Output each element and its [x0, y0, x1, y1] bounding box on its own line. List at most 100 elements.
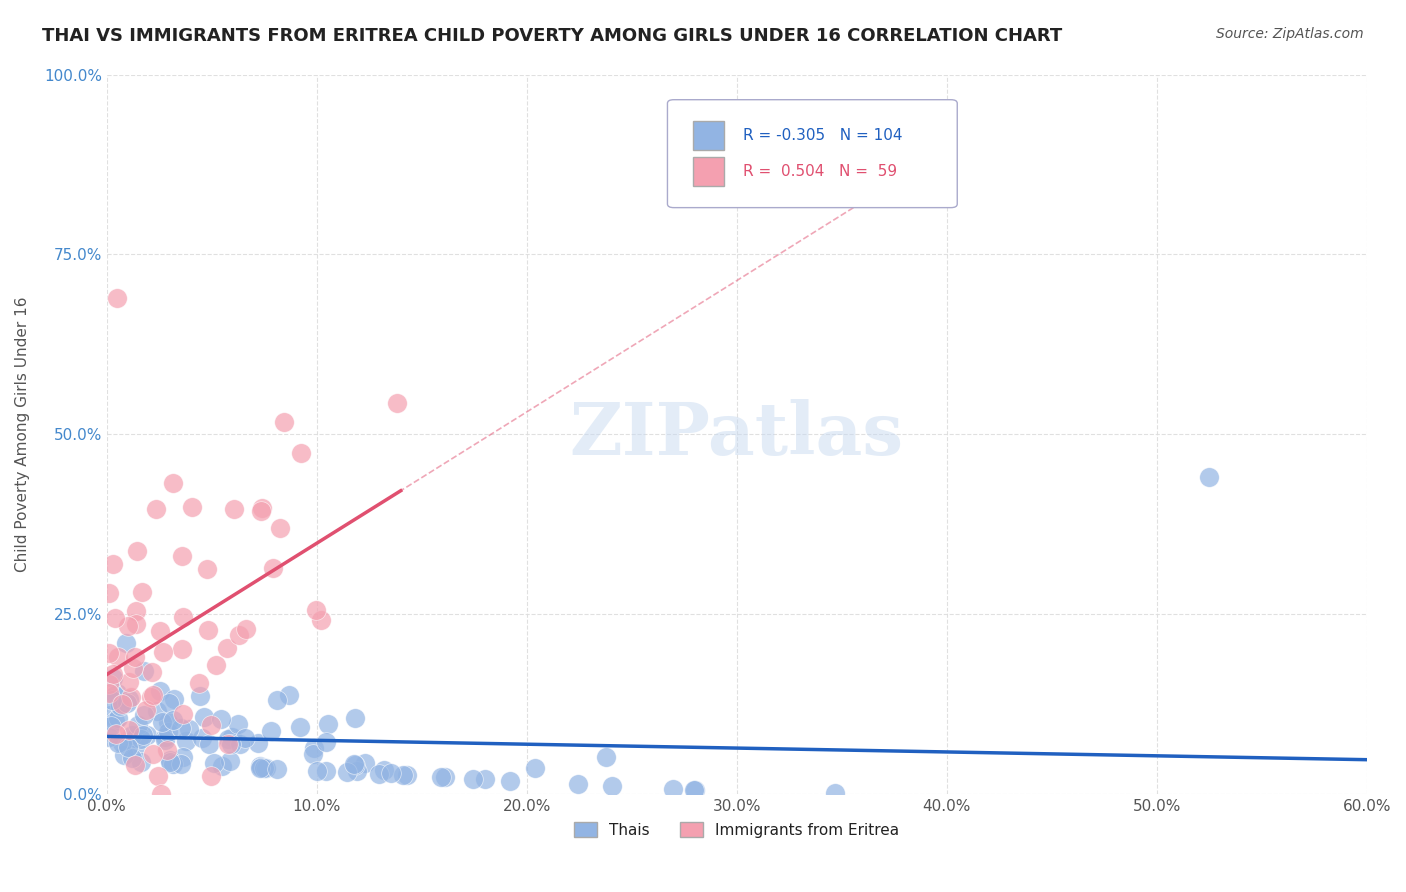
Point [107, 736, 129, 750]
Text: R = -0.305   N = 104: R = -0.305 N = 104 [742, 128, 903, 144]
Point [204, 657, 226, 672]
Point [97, 677, 120, 691]
Point [1198, 470, 1220, 484]
Point [172, 610, 194, 624]
Point [197, 623, 219, 637]
Point [117, 740, 139, 755]
Point [290, 720, 312, 734]
Point [132, 727, 155, 741]
Point [269, 521, 291, 535]
Point [157, 696, 180, 710]
Point [290, 446, 312, 460]
Point [499, 773, 522, 788]
Point [156, 715, 179, 730]
Point [190, 731, 212, 745]
Point [193, 710, 215, 724]
Point [202, 756, 225, 770]
Point [129, 732, 152, 747]
Point [149, 624, 172, 639]
Point [107, 711, 129, 725]
Point [209, 712, 232, 726]
Legend: Thais, Immigrants from Eritrea: Thais, Immigrants from Eritrea [568, 815, 905, 844]
Point [235, 622, 257, 636]
Point [153, 732, 176, 747]
Point [662, 782, 685, 797]
Point [380, 766, 402, 780]
Point [200, 718, 222, 732]
Point [105, 291, 128, 305]
Point [602, 779, 624, 793]
Point [253, 761, 276, 775]
Point [228, 737, 250, 751]
Text: Source: ZipAtlas.com: Source: ZipAtlas.com [1216, 27, 1364, 41]
Point [97, 647, 120, 661]
Point [162, 713, 184, 727]
Point [124, 649, 146, 664]
Point [146, 768, 169, 782]
Point [129, 755, 152, 769]
Point [254, 761, 277, 775]
Point [595, 750, 617, 764]
Point [121, 751, 143, 765]
Point [198, 738, 221, 752]
Point [98, 686, 121, 700]
Point [463, 772, 485, 786]
Point [233, 731, 256, 745]
Text: ZIPatlas: ZIPatlas [569, 399, 904, 470]
Point [217, 731, 239, 746]
Point [111, 697, 134, 711]
Point [211, 759, 233, 773]
Point [180, 500, 202, 515]
Point [179, 722, 201, 736]
Point [117, 692, 139, 706]
Point [344, 758, 367, 772]
Point [336, 765, 359, 780]
Point [343, 757, 366, 772]
Point [228, 628, 250, 642]
Point [124, 757, 146, 772]
Point [125, 617, 148, 632]
Point [120, 690, 142, 704]
Point [190, 689, 212, 703]
Point [170, 757, 193, 772]
Point [159, 753, 181, 767]
Point [262, 561, 284, 575]
Point [273, 415, 295, 429]
Point [250, 759, 273, 773]
Point [316, 716, 339, 731]
Point [217, 737, 239, 751]
Point [97, 730, 120, 744]
Point [824, 786, 846, 800]
Point [152, 645, 174, 659]
Point [170, 641, 193, 656]
Point [170, 549, 193, 563]
Point [260, 723, 283, 738]
Point [150, 787, 173, 801]
Point [98, 708, 121, 723]
Point [149, 684, 172, 698]
Point [117, 696, 139, 710]
Point [430, 770, 453, 784]
Point [98, 586, 121, 600]
Point [278, 688, 301, 702]
Point [215, 640, 238, 655]
Point [567, 777, 589, 791]
Point [249, 759, 271, 773]
Point [172, 750, 194, 764]
Point [474, 772, 496, 787]
Point [249, 504, 271, 518]
Point [125, 604, 148, 618]
Point [124, 739, 146, 754]
Point [226, 716, 249, 731]
Point [250, 500, 273, 515]
Point [387, 396, 409, 410]
FancyBboxPatch shape [693, 121, 724, 150]
Point [108, 699, 131, 714]
Point [433, 771, 456, 785]
Point [392, 768, 415, 782]
Point [146, 705, 169, 719]
Point [139, 690, 162, 704]
Point [153, 730, 176, 744]
Point [315, 735, 337, 749]
Point [156, 724, 179, 739]
